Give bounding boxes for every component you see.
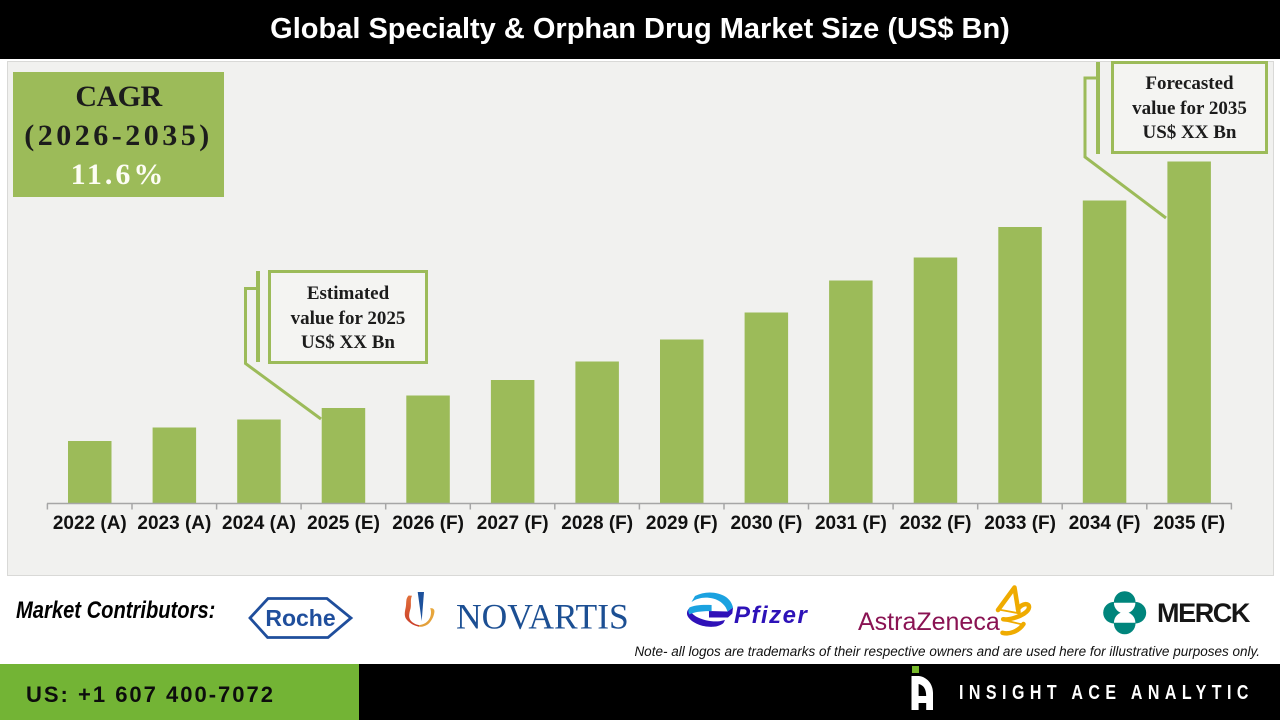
- svg-text:MERCK: MERCK: [1157, 598, 1251, 628]
- svg-text:AstraZeneca: AstraZeneca: [858, 608, 1000, 636]
- svg-text:Pfizer: Pfizer: [734, 602, 809, 629]
- svg-text:NOVARTIS: NOVARTIS: [456, 597, 629, 636]
- svg-text:Roche: Roche: [265, 605, 335, 631]
